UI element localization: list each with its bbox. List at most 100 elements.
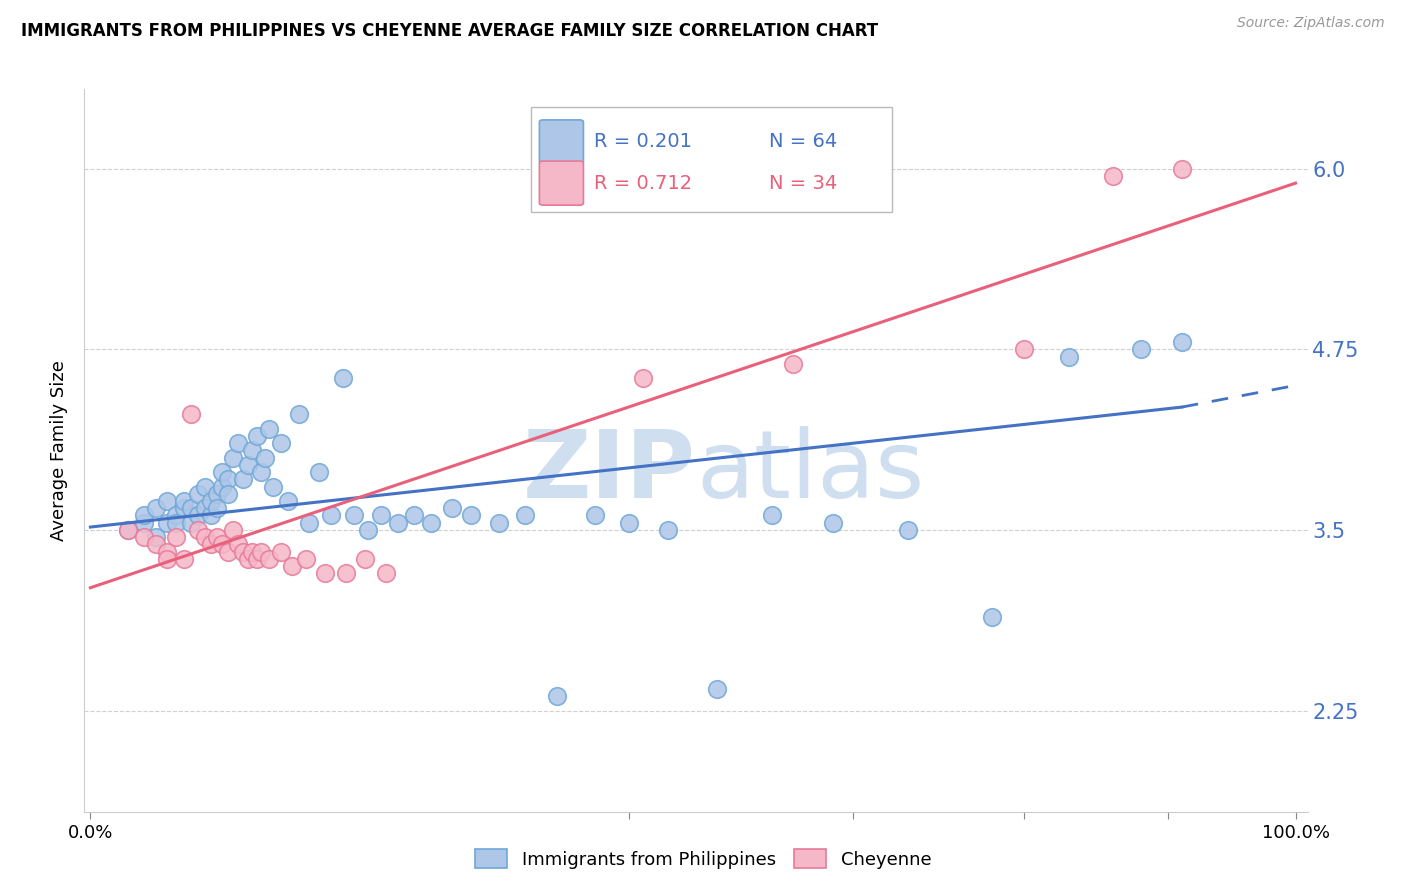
Point — [211, 537, 233, 551]
Point — [155, 544, 177, 558]
Point — [180, 407, 202, 422]
Point — [488, 516, 510, 530]
Point — [211, 480, 233, 494]
Point — [217, 487, 239, 501]
Point — [180, 501, 202, 516]
Point — [440, 501, 463, 516]
Point — [420, 516, 443, 530]
Point — [117, 523, 139, 537]
Point — [288, 407, 311, 422]
Text: R = 0.201: R = 0.201 — [595, 132, 692, 152]
Point — [205, 487, 228, 501]
Point — [460, 508, 482, 523]
Point — [232, 544, 254, 558]
Point — [1012, 343, 1035, 357]
Point — [981, 609, 1004, 624]
Point — [357, 523, 380, 537]
Point — [583, 508, 606, 523]
Point — [187, 508, 209, 523]
FancyBboxPatch shape — [540, 161, 583, 205]
Point — [165, 530, 187, 544]
Point — [217, 472, 239, 486]
Point — [374, 566, 396, 581]
Point — [277, 494, 299, 508]
Text: N = 34: N = 34 — [769, 174, 838, 193]
Point — [240, 443, 263, 458]
Point — [513, 508, 536, 523]
Point — [200, 537, 222, 551]
Point — [354, 551, 377, 566]
Point — [245, 551, 267, 566]
Point — [1170, 161, 1192, 176]
Point — [205, 501, 228, 516]
Point — [134, 516, 156, 530]
Point — [657, 523, 679, 537]
Point — [1059, 350, 1081, 364]
FancyBboxPatch shape — [540, 120, 583, 164]
Point — [155, 494, 177, 508]
FancyBboxPatch shape — [531, 107, 891, 212]
Point — [173, 501, 195, 516]
Point — [782, 357, 804, 371]
Point — [194, 501, 217, 516]
Point — [165, 516, 187, 530]
Point — [236, 551, 259, 566]
Point — [270, 436, 292, 450]
Text: IMMIGRANTS FROM PHILIPPINES VS CHEYENNE AVERAGE FAMILY SIZE CORRELATION CHART: IMMIGRANTS FROM PHILIPPINES VS CHEYENNE … — [21, 22, 879, 40]
Text: atlas: atlas — [696, 426, 924, 518]
Point — [1102, 169, 1125, 183]
Point — [387, 516, 409, 530]
Point — [1170, 334, 1192, 349]
Point — [706, 681, 728, 696]
Point — [200, 508, 222, 523]
Legend: Immigrants from Philippines, Cheyenne: Immigrants from Philippines, Cheyenne — [467, 842, 939, 876]
Point — [308, 465, 330, 479]
Text: N = 64: N = 64 — [769, 132, 838, 152]
Point — [270, 544, 292, 558]
Point — [200, 494, 222, 508]
Point — [145, 501, 167, 516]
Point — [281, 559, 304, 574]
Point — [205, 530, 228, 544]
Point — [257, 551, 280, 566]
Point — [222, 523, 245, 537]
Point — [117, 523, 139, 537]
Point — [619, 516, 641, 530]
Point — [194, 480, 217, 494]
Point — [332, 371, 354, 385]
Point — [134, 508, 156, 523]
Point — [222, 450, 245, 465]
Point — [631, 371, 654, 385]
Point — [370, 508, 392, 523]
Point — [262, 480, 284, 494]
Point — [335, 566, 357, 581]
Point — [245, 429, 267, 443]
Text: R = 0.712: R = 0.712 — [595, 174, 693, 193]
Point — [165, 508, 187, 523]
Point — [173, 494, 195, 508]
Point — [295, 551, 318, 566]
Point — [134, 530, 156, 544]
Point — [250, 544, 273, 558]
Point — [321, 508, 343, 523]
Y-axis label: Average Family Size: Average Family Size — [51, 360, 69, 541]
Point — [897, 523, 920, 537]
Text: Source: ZipAtlas.com: Source: ZipAtlas.com — [1237, 16, 1385, 30]
Point — [250, 465, 273, 479]
Point — [761, 508, 783, 523]
Point — [226, 436, 249, 450]
Point — [546, 689, 568, 703]
Point — [211, 465, 233, 479]
Point — [298, 516, 321, 530]
Text: ZIP: ZIP — [523, 426, 696, 518]
Point — [343, 508, 366, 523]
Point — [1130, 343, 1153, 357]
Point — [187, 487, 209, 501]
Point — [155, 516, 177, 530]
Point — [236, 458, 259, 472]
Point — [232, 472, 254, 486]
Point — [253, 450, 276, 465]
Point — [155, 551, 177, 566]
Point — [145, 537, 167, 551]
Point — [402, 508, 425, 523]
